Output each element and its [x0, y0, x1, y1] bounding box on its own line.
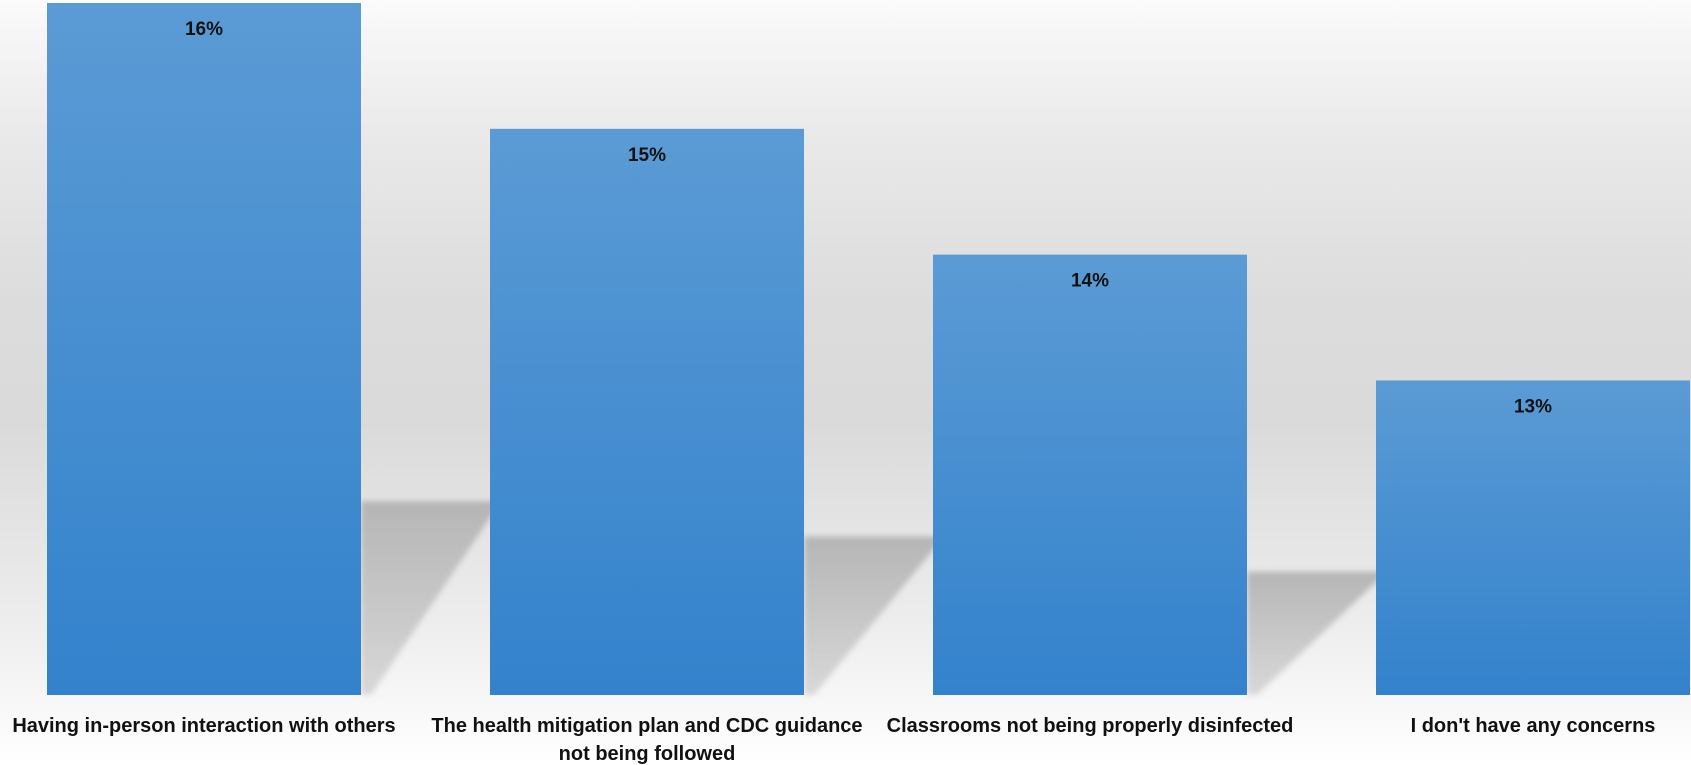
bar	[47, 3, 361, 695]
bars	[47, 3, 1690, 696]
bar-shadows	[361, 501, 1387, 695]
category-label: Classrooms not being properly disinfecte…	[887, 715, 1294, 737]
category-label: not being followed	[559, 743, 736, 765]
category-labels: Having in-person interaction with others…	[12, 715, 1655, 765]
bar	[490, 128, 804, 695]
data-label: 13%	[1514, 396, 1552, 417]
data-label: 16%	[185, 19, 223, 40]
bar-shadow	[1247, 571, 1387, 695]
category-label: I don't have any concerns	[1411, 715, 1656, 737]
bar	[1376, 380, 1690, 695]
data-label: 14%	[1071, 271, 1109, 292]
value-labels: 16% 15% 14% 13%	[185, 19, 1552, 417]
bar-shadow	[804, 536, 944, 695]
category-label: The health mitigation plan and CDC guida…	[431, 715, 862, 737]
data-label: 15%	[628, 145, 666, 166]
category-label: Having in-person interaction with others	[12, 715, 395, 737]
bar-shadow	[361, 501, 501, 695]
bar	[933, 254, 1247, 696]
